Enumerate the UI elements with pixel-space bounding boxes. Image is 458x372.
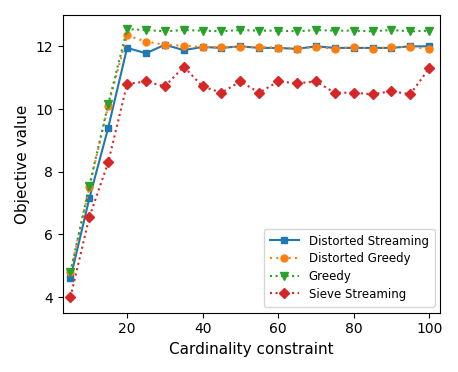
Greedy xyxy=(256,28,262,33)
Distorted Greedy xyxy=(294,46,300,51)
Distorted Greedy xyxy=(219,45,224,49)
Distorted Streaming xyxy=(370,46,375,50)
Sieve Streaming xyxy=(332,90,338,95)
Line: Greedy: Greedy xyxy=(66,25,433,276)
Greedy xyxy=(162,29,168,33)
Sieve Streaming xyxy=(408,92,413,96)
Greedy xyxy=(219,29,224,33)
Greedy xyxy=(275,28,281,33)
Sieve Streaming xyxy=(370,92,375,96)
Distorted Greedy xyxy=(313,45,319,49)
Distorted Greedy xyxy=(275,46,281,50)
Distorted Streaming xyxy=(143,51,149,55)
Distorted Streaming xyxy=(256,46,262,50)
Distorted Streaming xyxy=(238,44,243,49)
Greedy xyxy=(408,29,413,33)
Greedy xyxy=(143,28,149,32)
Distorted Greedy xyxy=(332,46,338,51)
Distorted Streaming xyxy=(87,196,92,201)
Greedy xyxy=(294,29,300,33)
Greedy xyxy=(370,29,375,33)
Distorted Streaming xyxy=(162,42,168,47)
Distorted Streaming xyxy=(275,46,281,50)
Distorted Greedy xyxy=(426,46,432,51)
Greedy xyxy=(105,102,111,106)
Distorted Greedy xyxy=(238,45,243,49)
Distorted Greedy xyxy=(408,45,413,49)
Sieve Streaming xyxy=(256,90,262,95)
Legend: Distorted Streaming, Distorted Greedy, Greedy, Sieve Streaming: Distorted Streaming, Distorted Greedy, G… xyxy=(264,229,435,307)
Distorted Greedy xyxy=(143,39,149,44)
Line: Distorted Streaming: Distorted Streaming xyxy=(67,42,432,281)
X-axis label: Cardinality constraint: Cardinality constraint xyxy=(169,342,334,357)
Sieve Streaming xyxy=(219,90,224,95)
Distorted Streaming xyxy=(332,46,338,50)
Greedy xyxy=(124,27,130,31)
Distorted Greedy xyxy=(181,44,186,48)
Sieve Streaming xyxy=(275,79,281,84)
Distorted Streaming xyxy=(351,46,356,50)
Sieve Streaming xyxy=(68,295,73,299)
Distorted Greedy xyxy=(105,104,111,108)
Distorted Streaming xyxy=(105,126,111,130)
Distorted Greedy xyxy=(351,45,356,49)
Distorted Streaming xyxy=(408,44,413,49)
Distorted Streaming xyxy=(294,46,300,51)
Greedy xyxy=(313,28,319,32)
Distorted Greedy xyxy=(87,185,92,190)
Distorted Greedy xyxy=(162,42,168,47)
Distorted Streaming xyxy=(200,45,205,49)
Greedy xyxy=(426,28,432,33)
Greedy xyxy=(68,270,73,274)
Greedy xyxy=(351,28,356,33)
Sieve Streaming xyxy=(351,90,356,95)
Sieve Streaming xyxy=(200,84,205,89)
Distorted Greedy xyxy=(68,270,73,274)
Sieve Streaming xyxy=(238,79,243,84)
Sieve Streaming xyxy=(389,89,394,93)
Sieve Streaming xyxy=(87,215,92,219)
Sieve Streaming xyxy=(143,79,149,84)
Distorted Streaming xyxy=(124,46,130,50)
Distorted Greedy xyxy=(370,46,375,51)
Distorted Streaming xyxy=(219,46,224,50)
Greedy xyxy=(87,183,92,188)
Distorted Streaming xyxy=(181,48,186,52)
Greedy xyxy=(389,28,394,32)
Distorted Greedy xyxy=(200,45,205,49)
Distorted Streaming xyxy=(426,44,432,49)
Greedy xyxy=(200,28,205,33)
Sieve Streaming xyxy=(105,160,111,164)
Distorted Streaming xyxy=(68,276,73,280)
Sieve Streaming xyxy=(294,81,300,86)
Distorted Streaming xyxy=(389,46,394,50)
Greedy xyxy=(181,28,186,32)
Line: Distorted Greedy: Distorted Greedy xyxy=(67,32,433,275)
Sieve Streaming xyxy=(181,64,186,69)
Line: Sieve Streaming: Sieve Streaming xyxy=(67,63,433,301)
Sieve Streaming xyxy=(124,82,130,86)
Distorted Greedy xyxy=(124,33,130,38)
Sieve Streaming xyxy=(313,79,319,84)
Greedy xyxy=(332,28,338,33)
Distorted Greedy xyxy=(256,45,262,49)
Y-axis label: Objective value: Objective value xyxy=(15,104,30,224)
Distorted Greedy xyxy=(389,45,394,49)
Sieve Streaming xyxy=(426,66,432,71)
Distorted Streaming xyxy=(313,44,319,49)
Greedy xyxy=(238,28,243,32)
Sieve Streaming xyxy=(162,84,168,89)
